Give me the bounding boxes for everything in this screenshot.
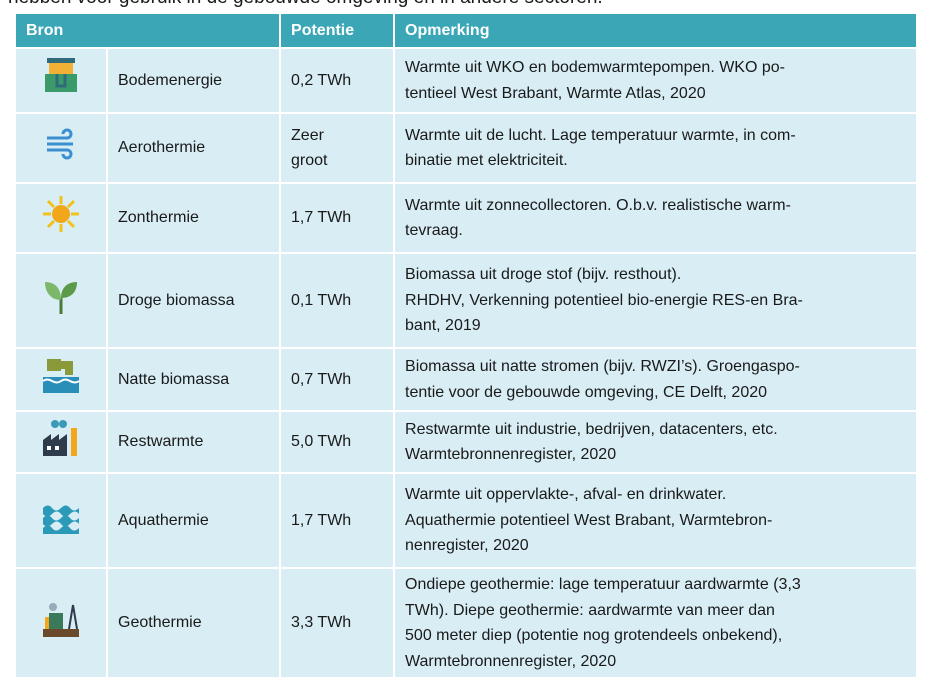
potential-cell: 0,7 TWh (279, 347, 396, 412)
header-cell: Potentie (279, 12, 396, 49)
icon-cell (14, 112, 108, 184)
icon-cell (14, 47, 108, 114)
source-name: Droge biomassa (105, 252, 282, 349)
source-name: Bodemenergie (105, 47, 282, 114)
potential: 1,7 TWh (291, 511, 352, 529)
potential-cell: 1,7 TWh (279, 472, 396, 569)
potential-cell: 0,1 TWh (279, 252, 396, 349)
source-name: Natte biomassa (105, 347, 282, 412)
table-row: Aerothermie Zeer groot Warmte uit de lucht… (14, 112, 919, 184)
potential-cell: Zeer groot (279, 112, 396, 184)
icon-cell (14, 567, 108, 679)
remark-line: tentieel West Brabant, Warmte Atlas, 202… (405, 84, 706, 102)
potential-cell: 0,2 TWh (279, 47, 396, 114)
remark-line: RHDHV, Verkenning potentieel bio-energie… (405, 291, 803, 309)
remark-line: tentie voor de gebouwde omgeving, CE Del… (405, 383, 768, 401)
potential-cell: 3,3 TWh (279, 567, 396, 679)
potential: 0,2 TWh (291, 71, 352, 89)
source-icon (47, 128, 73, 160)
table-row: Zonthermie 1,7 TWh Warmte uit zonnecollect… (14, 182, 919, 254)
remark-line: Warmte uit zonnecollectoren. O.b.v. real… (405, 196, 791, 214)
remark-line: Warmte uit WKO en bodemwarmtepompen. WKO… (405, 59, 785, 76)
remark-line: binatie met elektriciteit. (405, 152, 568, 169)
source-icon (45, 58, 77, 93)
remark-cell: Warmte uit WKO en bodemwarmtepompen. WKO… (393, 47, 919, 114)
header-row: Bron Potentie Opmerking (13, 12, 919, 49)
remark-cell: Warmte uit zonnecollectoren. O.b.v. real… (393, 182, 919, 254)
remark-cell: Restwarmte uit industrie, bedrijven, dat… (393, 410, 919, 474)
remark-line: Warmtebronnenregister, 2020 (405, 652, 617, 670)
remark-line: TWh). Diepe geothermie: aardwarmte van m… (405, 601, 775, 619)
header-cell: Bron (13, 12, 282, 49)
sources-table: Bron Potentie Opmerking Bodemenergie 0,2 … (13, 12, 919, 679)
remark-cell: Ondiepe geothermie: lage temperatuur aar… (393, 567, 919, 679)
remark-line: Warmte uit oppervlakte-, afval- en drink… (405, 486, 727, 504)
source-icon (43, 602, 79, 637)
header-cell: Opmerking (393, 12, 919, 49)
remark-cell: Warmte uit de lucht. Lage temperatuur wa… (393, 112, 919, 184)
remark-cell: Biomassa uit natte stromen (bijv. RWZI’s… (393, 347, 919, 412)
source-icon (43, 419, 77, 456)
icon-cell (14, 472, 108, 569)
source-name: Aquathermie (105, 472, 282, 569)
remark-line: Biomassa uit natte stromen (bijv. RWZI’s… (405, 358, 800, 375)
source-icon (45, 282, 77, 315)
icon-cell (14, 347, 108, 412)
remark-line: Warmtebronnenregister, 2020 (405, 446, 617, 463)
table-row: Aquathermie 1,7 TWh Warmte uit oppervlakte… (14, 472, 919, 569)
potential-cell: 1,7 TWh (279, 182, 396, 254)
remark-line: tevraag. (405, 222, 463, 239)
potential: 3,3 TWh (291, 614, 352, 632)
source-name: Geothermie (105, 567, 282, 679)
remark-cell: Biomassa uit droge stof (bijv. resthout)… (393, 252, 919, 349)
remark-line: Biomassa uit droge stof (bijv. resthout)… (405, 266, 682, 284)
remark-line: Restwarmte uit industrie, bedrijven, dat… (405, 420, 778, 438)
intro-text: hebben voor gebruik in de gebouwde omgev… (8, 0, 603, 9)
potential: 1,7 TWh (291, 209, 352, 227)
table-row: Geothermie 3,3 TWh Ondiepe geothermie: lag… (14, 567, 919, 679)
icon-cell (14, 182, 108, 254)
potential: 0,7 TWh (291, 370, 352, 388)
source-icon (42, 359, 80, 394)
remark-line: 500 meter diep (potentie nog grotendeels… (405, 627, 783, 644)
table-body: Bodemenergie 0,2 TWh Warmte uit WKO en bod… (14, 47, 919, 679)
table-row: Droge biomassa 0,1 TWh Biomassa uit droge … (14, 252, 919, 349)
potential: Zeer groot (291, 126, 328, 170)
source-icon (43, 505, 79, 535)
table-row: Bodemenergie 0,2 TWh Warmte uit WKO en bod… (14, 47, 919, 114)
icon-cell (14, 252, 108, 349)
potential-cell: 5,0 TWh (279, 410, 396, 474)
table-row: Restwarmte 5,0 TWh Restwarmte uit industri… (14, 410, 919, 474)
potential: 0,1 TWh (291, 291, 352, 309)
source-name: Zonthermie (105, 182, 282, 254)
remark-line: nenregister, 2020 (405, 537, 529, 555)
source-name: Aerothermie (105, 112, 282, 184)
remark-cell: Warmte uit oppervlakte-, afval- en drink… (393, 472, 919, 569)
table-row: Natte biomassa 0,7 TWh Biomassa uit natte … (14, 347, 919, 412)
remark-line: Warmte uit de lucht. Lage temperatuur wa… (405, 126, 796, 144)
source-icon (43, 195, 79, 232)
potential: 5,0 TWh (291, 433, 352, 451)
remark-line: Aquathermie potentieel West Brabant, War… (405, 511, 773, 529)
icon-cell (14, 410, 108, 474)
source-name: Restwarmte (105, 410, 282, 474)
remark-line: bant, 2019 (405, 317, 481, 335)
remark-line: Ondiepe geothermie: lage temperatuur aar… (405, 576, 801, 593)
